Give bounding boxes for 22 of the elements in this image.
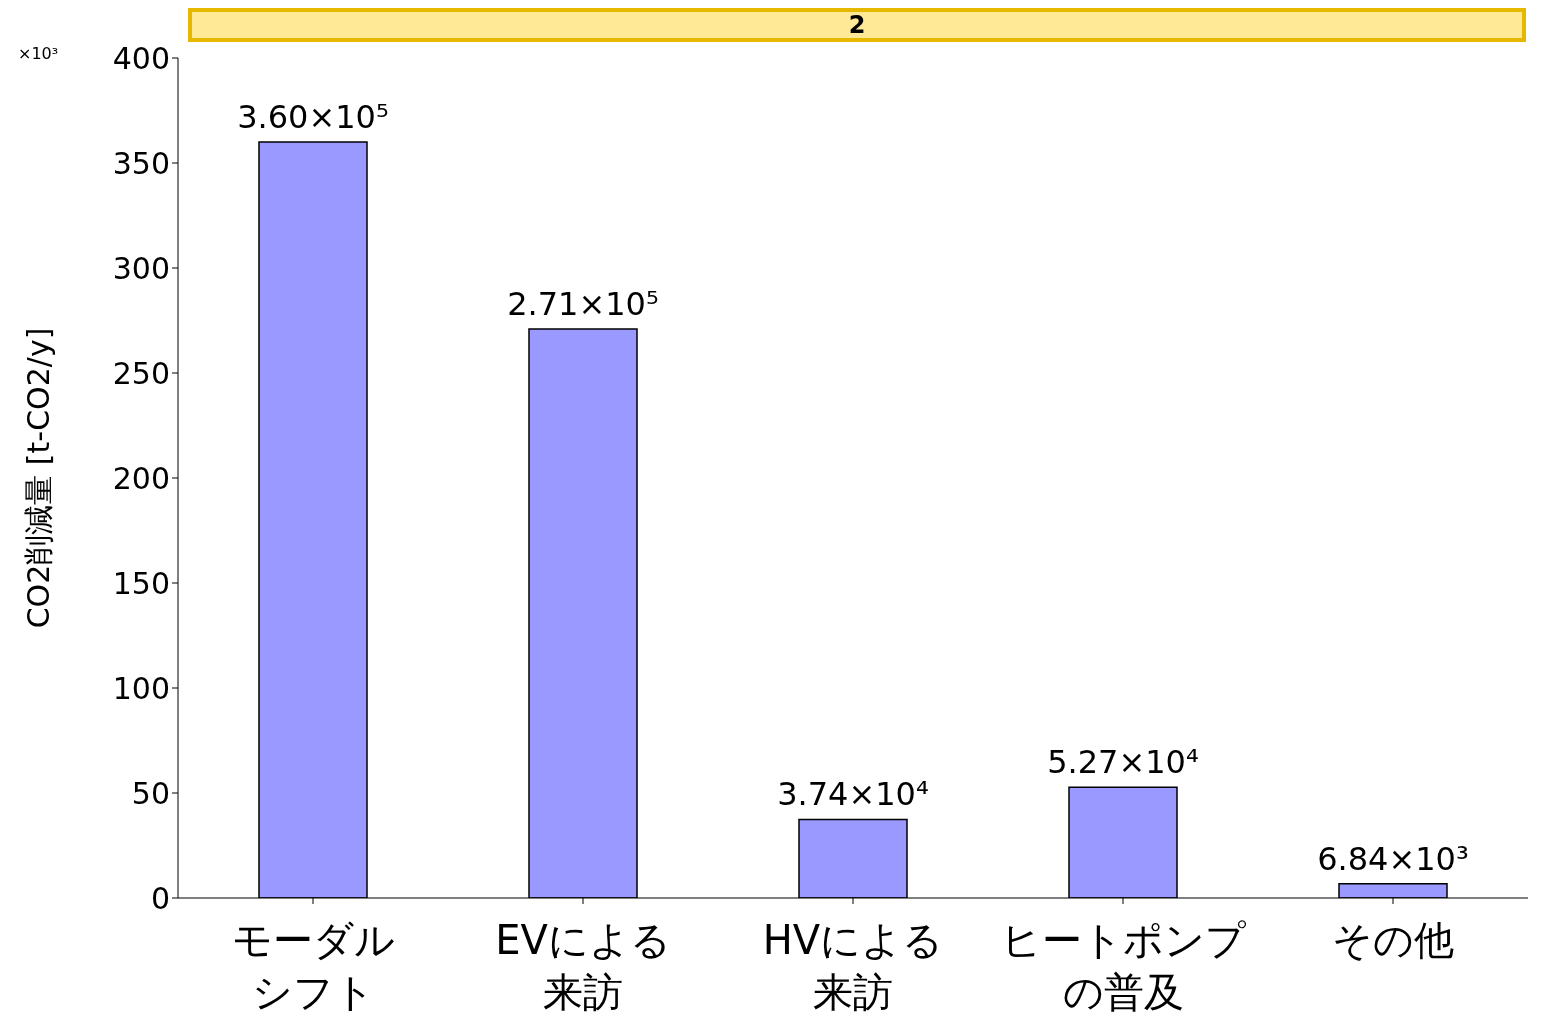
y-tick-label: 400 [112,40,170,76]
y-tick-label: 100 [112,670,170,706]
x-tick-label: ヒートポンプの普及 [1000,917,1247,1015]
chart-title: 2 [188,8,1526,42]
x-tick-label: HVによる来訪 [762,917,944,1015]
y-tick-label: 350 [112,145,170,181]
annotation: 3.60×10⁵ [237,98,389,136]
annotation: 2.71×10⁵ [507,284,659,323]
annotation: 3.74×10⁴ [777,775,929,814]
y-tick-label: 250 [112,355,170,391]
annotation: 6.84×10³ [1317,839,1469,878]
y-tick-label: 300 [112,250,170,286]
y-tick-label: 200 [112,460,170,496]
y-tick-label: 50 [131,775,170,811]
text: ×10³ [18,44,59,63]
x-tick-label: モーダルシフト [231,917,395,1015]
annotation: 5.27×10⁴ [1047,743,1199,782]
y-tick-label: 0 [150,880,170,916]
y-axis-title: CO2削減量 [t-CO2/y] [20,327,56,629]
x-tick-label: その他 [1332,917,1454,963]
x-tick-label: EVによる来訪 [495,917,671,1015]
y-tick-label: 150 [112,565,170,601]
